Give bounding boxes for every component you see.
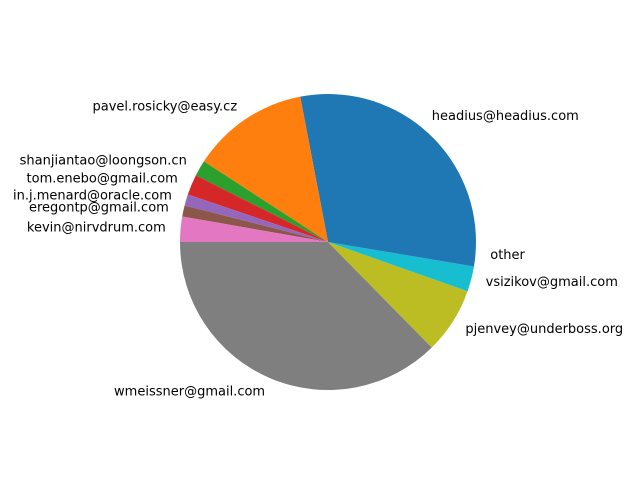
pie-slice-other (328, 242, 477, 267)
pie-slice-in-j-menard-oracle-com (184, 194, 328, 242)
pie-slice-wmeissner-gmail-com (180, 242, 432, 391)
pie-label-pavel-rosicky-easy-cz: pavel.rosicky@easy.cz (93, 99, 238, 114)
pie-label-headius-headius-com: headius@headius.com (432, 109, 579, 124)
pie-slice-pavel-rosicky-easy-cz (203, 96, 328, 242)
pie-slice-shanjiantao-loongson-cn (195, 161, 328, 242)
pie-label-vsizikov-gmail-com: vsizikov@gmail.com (486, 275, 618, 290)
pie-label-in-j-menard-oracle-com: in.j.menard@oracle.com (13, 188, 172, 203)
pie-slice-pjenvey-underboss-org (328, 242, 468, 348)
pie-label-kevin-nirvdrum-com: kevin@nirvdrum.com (27, 220, 166, 235)
pie-labels: headius@headius.com pavel.rosicky@easy.cz… (13, 99, 623, 399)
pie-label-wmeissner-gmail-com: wmeissner@gmail.com (114, 385, 265, 400)
pie-slice-tom-enebo-gmail-com (187, 175, 328, 242)
pie-slice-eregontp-gmail-com (182, 205, 328, 242)
pie-label-eregontp-gmail-com: eregontp@gmail.com (29, 200, 169, 215)
pie-slice-kevin-nirvdrum-com (180, 216, 328, 242)
pie-label-shanjiantao-loongson-cn: shanjiantao@loongson.cn (20, 153, 187, 168)
pie-label-other: other (490, 248, 525, 263)
pie-slice-headius-headius-com (300, 94, 476, 242)
pie-slice-vsizikov-gmail-com (328, 242, 474, 292)
pie-label-tom-enebo-gmail-com: tom.enebo@gmail.com (27, 172, 178, 187)
pie-slices (180, 94, 477, 391)
pie-label-pjenvey-underboss-org: pjenvey@underboss.org (465, 322, 623, 337)
